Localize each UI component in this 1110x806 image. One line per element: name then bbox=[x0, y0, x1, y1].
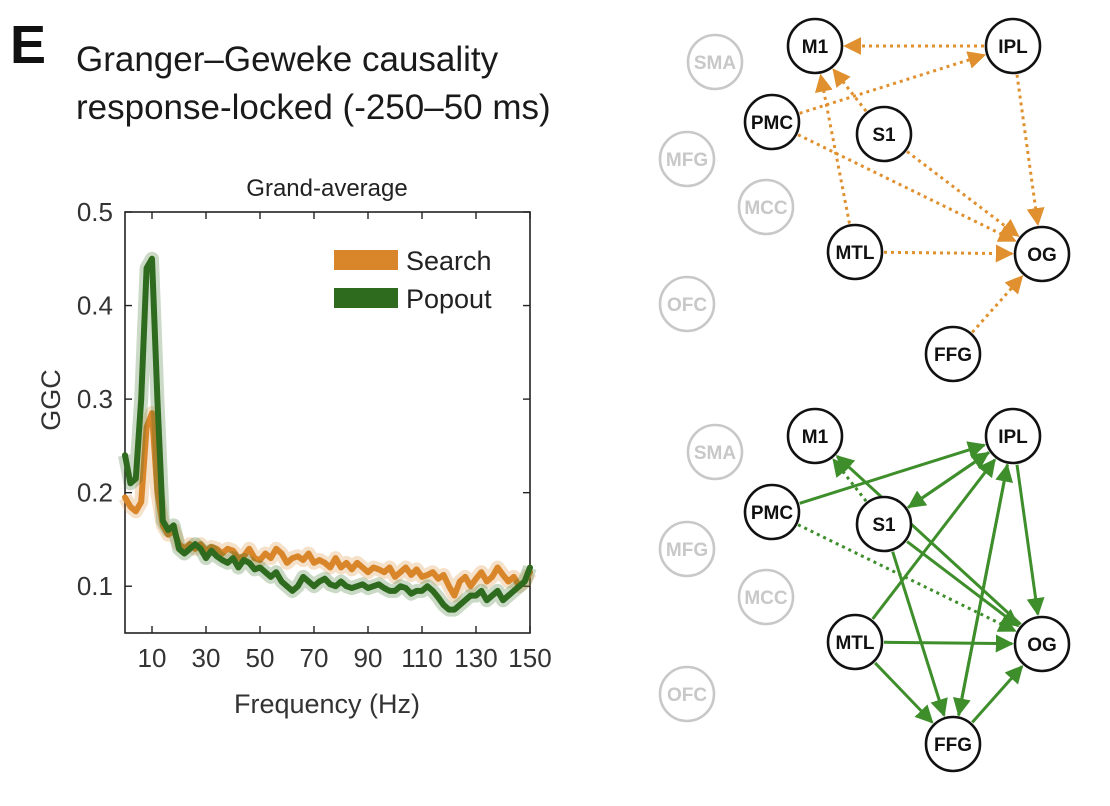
edge-ipl-to-og bbox=[1015, 74, 1045, 227]
node-og-label: OG bbox=[1027, 245, 1057, 266]
x-tick-label: 70 bbox=[300, 643, 329, 673]
x-tick-label: 50 bbox=[246, 643, 275, 673]
edge-s1-to-og bbox=[906, 540, 1020, 628]
node-s1-label: S1 bbox=[872, 125, 896, 146]
node-pmc-circle bbox=[743, 93, 801, 151]
node-m1-circle bbox=[786, 17, 844, 75]
edge-mtl-to-ffg bbox=[874, 661, 934, 724]
node-pmc-label: PMC bbox=[751, 113, 794, 134]
node-ofc-circle bbox=[658, 275, 716, 333]
edge-pmc-to-ipl bbox=[799, 441, 987, 505]
panel-letter: E bbox=[10, 15, 47, 75]
figure-title-line-2: response-locked (-250–50 ms) bbox=[76, 88, 551, 127]
edge-ffg-to-og bbox=[971, 275, 1024, 334]
edge-pmc-to-og bbox=[797, 523, 1017, 633]
edge-mtl-to-ipl bbox=[871, 458, 996, 620]
legend: Search Popout bbox=[334, 246, 492, 314]
node-mfg-circle bbox=[658, 130, 716, 188]
x-axis-label: Frequency (Hz) bbox=[234, 689, 420, 719]
y-tick-label: 0.4 bbox=[77, 291, 113, 321]
node-ofc-label: OFC bbox=[667, 685, 707, 706]
node-mtl-circle bbox=[826, 613, 884, 671]
plot-frame bbox=[124, 211, 531, 634]
x-tick-label: 130 bbox=[454, 643, 497, 673]
node-mfg-label: MFG bbox=[666, 540, 708, 561]
node-sma-label: SMA bbox=[694, 53, 737, 74]
node-og-label: OG bbox=[1027, 635, 1057, 656]
edge-pmc-to-og bbox=[797, 133, 1017, 243]
edge-ipl-to-og bbox=[1015, 464, 1045, 617]
node-ofc-circle bbox=[658, 665, 716, 723]
connectivity-networks: M1 IPL SMA PMC S1 MFG MCC MTL OG OFC FFG M1 IPL SMA P… bbox=[658, 17, 1071, 773]
node-mcc-label: MCC bbox=[744, 198, 788, 219]
x-tick-label: 110 bbox=[401, 643, 442, 673]
node-pmc-label: PMC bbox=[751, 503, 794, 524]
edge-mtl-to-og bbox=[883, 244, 1014, 263]
ggc-line-chart: Grand-average GGC Frequency (Hz) 0.10.20… bbox=[36, 175, 552, 719]
plot-area: 0.1 0.2 0.3 0.4 0.5 10 30 50 70 90 110 130 150 bbox=[77, 197, 552, 673]
node-mfg-label: MFG bbox=[666, 150, 708, 171]
edge-ffg-to-og bbox=[971, 665, 1024, 724]
node-mtl-circle bbox=[826, 223, 884, 281]
edge-s1-to-m1 bbox=[832, 68, 868, 113]
y-tick-label: 0.3 bbox=[77, 384, 113, 414]
edge-s1-to-og bbox=[906, 150, 1020, 238]
node-mtl-label: MTL bbox=[835, 633, 874, 654]
x-tick-label: 30 bbox=[192, 643, 221, 673]
node-s1-label: S1 bbox=[872, 515, 896, 536]
node-mcc-label: MCC bbox=[744, 588, 788, 609]
edge-s1-to-m1 bbox=[832, 458, 868, 503]
y-tick-label: 0.2 bbox=[77, 478, 113, 508]
chart-title: Grand-average bbox=[246, 175, 407, 202]
node-mfg-circle bbox=[658, 520, 716, 578]
edge-pmc-to-ipl bbox=[799, 51, 987, 115]
edge-ffg-to-ipl bbox=[957, 463, 1013, 716]
node-ofc-label: OFC bbox=[667, 295, 707, 316]
node-ipl-label: IPL bbox=[998, 427, 1028, 448]
node-m1-label: M1 bbox=[802, 427, 829, 448]
node-ipl-circle bbox=[984, 407, 1042, 465]
legend-label-popout: Popout bbox=[406, 284, 492, 314]
x-tick-label: 90 bbox=[354, 643, 383, 673]
node-sma-label: SMA bbox=[694, 443, 737, 464]
series-line-search bbox=[122, 410, 533, 599]
x-tick-label: 10 bbox=[138, 643, 167, 673]
legend-swatch-popout bbox=[334, 288, 398, 308]
popout-network: M1 IPL SMA PMC S1 MFG MCC MTL OG OFC FFG bbox=[658, 407, 1071, 773]
node-ffg-circle bbox=[924, 325, 982, 383]
edge-s1-to-ffg bbox=[891, 551, 948, 718]
node-og-circle bbox=[1013, 615, 1071, 673]
node-mcc-circle bbox=[737, 178, 795, 236]
legend-swatch-search bbox=[334, 250, 398, 270]
node-sma-circle bbox=[686, 423, 744, 481]
node-m1-label: M1 bbox=[802, 37, 829, 58]
node-m1-circle bbox=[786, 407, 844, 465]
node-sma-circle bbox=[686, 33, 744, 91]
series-line-popout bbox=[122, 255, 533, 613]
node-ffg-circle bbox=[924, 715, 982, 773]
node-og-circle bbox=[1013, 225, 1071, 283]
node-mcc-circle bbox=[737, 568, 795, 626]
edge-mtl-to-og bbox=[883, 634, 1014, 653]
edge-ipl-to-s1 bbox=[907, 451, 990, 509]
node-ipl-circle bbox=[984, 17, 1042, 75]
node-s1-circle bbox=[855, 495, 913, 553]
edge-og-to-m1 bbox=[835, 455, 1022, 626]
y-tick-label: 0.1 bbox=[77, 571, 113, 601]
y-tick-label: 0.5 bbox=[77, 197, 113, 227]
node-s1-circle bbox=[855, 105, 913, 163]
node-ffg-label: FFG bbox=[934, 735, 972, 756]
node-ipl-label: IPL bbox=[998, 37, 1028, 58]
node-ffg-label: FFG bbox=[934, 345, 972, 366]
x-tick-label: 150 bbox=[508, 643, 551, 673]
node-pmc-circle bbox=[743, 483, 801, 541]
legend-label-search: Search bbox=[406, 246, 492, 276]
node-mtl-label: MTL bbox=[835, 243, 874, 264]
search-network: M1 IPL SMA PMC S1 MFG MCC MTL OG OFC FFG bbox=[658, 17, 1071, 383]
y-axis-label: GGC bbox=[36, 369, 66, 431]
figure-title-line-1: Granger–Geweke causality bbox=[76, 40, 499, 79]
